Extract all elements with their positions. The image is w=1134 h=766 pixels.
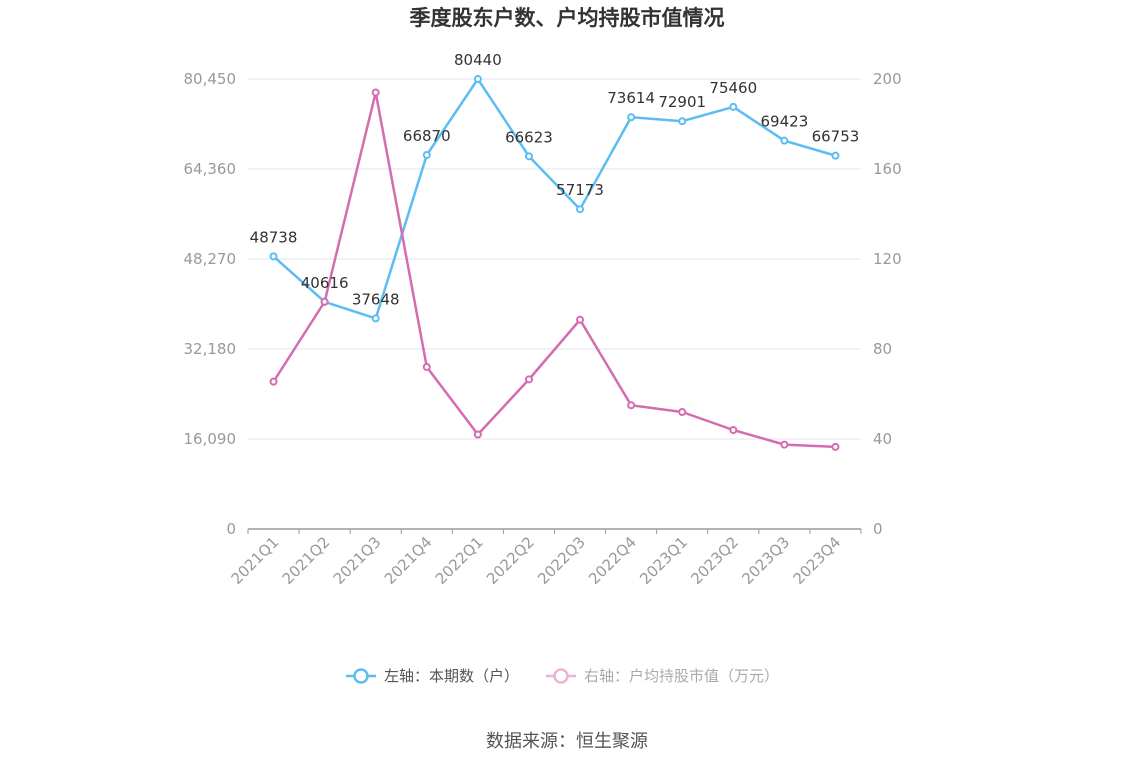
right-tick-label: 40	[873, 430, 892, 448]
data-label: 66870	[403, 127, 451, 145]
series-line-2	[272, 91, 836, 449]
x-tick-label: 2023Q2	[687, 533, 742, 588]
legend-marker-icon	[553, 668, 569, 684]
x-tick-label: 2023Q1	[636, 533, 691, 588]
right-axis: 0 40 80 120 160 200	[873, 70, 902, 538]
left-tick-label: 48,270	[184, 250, 237, 268]
right-tick-label: 80	[873, 340, 892, 358]
data-point	[269, 252, 278, 261]
x-tick-label: 2022Q4	[585, 533, 640, 588]
data-point	[422, 150, 431, 159]
data-label: 80440	[454, 51, 502, 69]
data-point	[831, 442, 840, 451]
chart-title: 季度股东户数、户均持股市值情况	[410, 6, 725, 30]
data-point	[320, 297, 329, 306]
legend-label: 左轴：本期数（户）	[384, 667, 519, 685]
left-tick-label: 64,360	[184, 160, 237, 178]
data-point	[678, 117, 687, 126]
data-point	[422, 363, 431, 371]
legend-item-2[interactable]: 右轴：户均持股市值（万元）	[546, 667, 779, 685]
x-axis: 2021Q12021Q22021Q32021Q42022Q12022Q22022…	[228, 528, 862, 588]
data-point	[371, 314, 380, 323]
data-point	[780, 440, 789, 449]
right-tick-label: 120	[873, 250, 902, 268]
right-tick-label: 200	[873, 70, 902, 88]
left-axis: 0 16,090 32,180 48,270 64,360 80,450	[184, 70, 237, 538]
data-label: 73614	[607, 89, 655, 107]
right-tick-label: 160	[873, 160, 902, 178]
data-point	[524, 152, 533, 161]
series-layer	[269, 75, 840, 451]
x-tick-label: 2023Q4	[789, 533, 844, 588]
legend-label: 右轴：户均持股市值（万元）	[584, 667, 779, 685]
source-note: 数据来源：恒生聚源	[486, 731, 648, 752]
data-point	[269, 377, 278, 386]
x-tick-label: 2022Q3	[534, 533, 589, 588]
data-point	[576, 205, 585, 214]
data-label: 57173	[556, 181, 604, 199]
x-tick-label: 2023Q3	[738, 533, 793, 588]
data-point	[524, 375, 533, 384]
data-point	[627, 401, 636, 410]
data-point	[576, 315, 585, 324]
data-label: 37648	[352, 290, 400, 308]
data-point	[473, 75, 482, 84]
data-point	[780, 136, 789, 145]
x-tick-label: 2022Q2	[483, 533, 538, 588]
x-tick-label: 2021Q3	[330, 533, 385, 588]
x-tick-label: 2022Q1	[432, 533, 487, 588]
legend-marker-icon	[353, 668, 369, 684]
data-point	[729, 426, 738, 434]
data-point	[627, 113, 636, 122]
legend-item-1[interactable]: 左轴：本期数（户）	[346, 667, 519, 685]
data-label: 69423	[761, 113, 809, 131]
grid	[248, 78, 861, 440]
data-label: 66753	[812, 128, 860, 146]
left-tick-label: 16,090	[184, 430, 237, 448]
left-tick-label: 0	[226, 520, 236, 538]
data-label: 75460	[709, 79, 757, 97]
left-tick-label: 80,450	[184, 70, 237, 88]
data-point	[473, 430, 482, 439]
data-label: 66623	[505, 128, 553, 146]
right-tick-label: 0	[873, 520, 883, 538]
legend[interactable]: 左轴：本期数（户） 右轴：户均持股市值（万元）	[346, 667, 779, 685]
data-point	[729, 102, 738, 111]
x-tick-label: 2021Q1	[228, 533, 283, 588]
series-line-1	[272, 77, 836, 320]
data-label: 40616	[301, 274, 349, 292]
data-label: 72901	[658, 93, 706, 111]
data-point	[831, 151, 840, 160]
data-point	[371, 88, 380, 97]
data-point	[678, 408, 687, 416]
x-tick-label: 2021Q4	[381, 533, 436, 588]
left-tick-label: 32,180	[184, 340, 237, 358]
data-label: 48738	[250, 228, 298, 246]
x-tick-label: 2021Q2	[279, 533, 334, 588]
